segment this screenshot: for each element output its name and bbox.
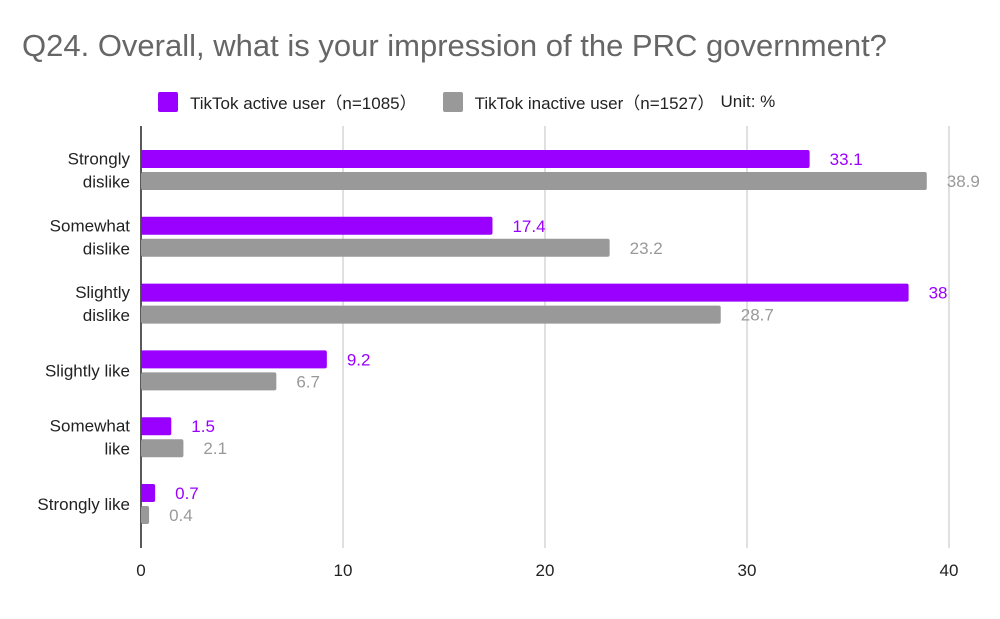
- bar: [141, 283, 909, 302]
- bar: [141, 484, 156, 502]
- bar: [141, 350, 327, 369]
- data-label: 33.1: [830, 150, 863, 169]
- x-tick-label: 40: [940, 561, 959, 580]
- category-label: Slightly: [75, 283, 130, 302]
- category-label: Somewhat: [50, 216, 131, 235]
- bar: [141, 439, 184, 458]
- data-label: 9.2: [347, 350, 371, 369]
- bar: [141, 506, 150, 524]
- bar: [141, 172, 927, 190]
- legend-label-active: TikTok active user（n=1085）: [190, 94, 417, 113]
- x-tick-label: 10: [334, 561, 353, 580]
- category-label: dislike: [83, 239, 130, 258]
- category-label: Somewhat: [50, 417, 131, 436]
- data-label: 6.7: [296, 372, 320, 391]
- legend: TikTok active user（n=1085） TikTok inacti…: [158, 89, 775, 114]
- data-label: 0.4: [169, 506, 193, 525]
- bar: [141, 372, 277, 391]
- data-label: 1.5: [191, 417, 215, 436]
- category-label: Strongly: [68, 150, 131, 169]
- legend-item-inactive: TikTok inactive user（n=1527）: [442, 89, 715, 114]
- unit-note: Unit: %: [720, 91, 776, 111]
- data-label: 2.1: [203, 439, 227, 458]
- category-label: Strongly like: [37, 495, 130, 514]
- x-tick-label: 30: [738, 561, 757, 580]
- bar: [141, 417, 172, 436]
- legend-item-active: TikTok active user（n=1085）: [158, 89, 417, 114]
- data-label: 38: [929, 284, 948, 303]
- bar: [141, 238, 610, 257]
- bar: [141, 150, 810, 168]
- data-label: 0.7: [175, 484, 199, 503]
- legend-swatch-active: [158, 91, 178, 112]
- category-label: dislike: [83, 173, 130, 192]
- category-label: like: [104, 440, 130, 459]
- category-label: dislike: [83, 306, 130, 325]
- legend-swatch-inactive: [442, 91, 463, 112]
- data-label: 23.2: [630, 239, 663, 258]
- bar: [141, 305, 721, 324]
- data-label: 17.4: [512, 217, 545, 236]
- chart-title: Q24. Overall, what is your impression of…: [22, 28, 887, 63]
- x-tick-label: 0: [136, 561, 145, 580]
- x-tick-label: 20: [536, 561, 555, 580]
- category-label: Slightly like: [45, 361, 130, 380]
- bar: [141, 216, 493, 235]
- data-label: 38.9: [947, 172, 980, 191]
- legend-label-inactive: TikTok inactive user（n=1527）: [474, 94, 715, 113]
- data-label: 28.7: [741, 306, 774, 325]
